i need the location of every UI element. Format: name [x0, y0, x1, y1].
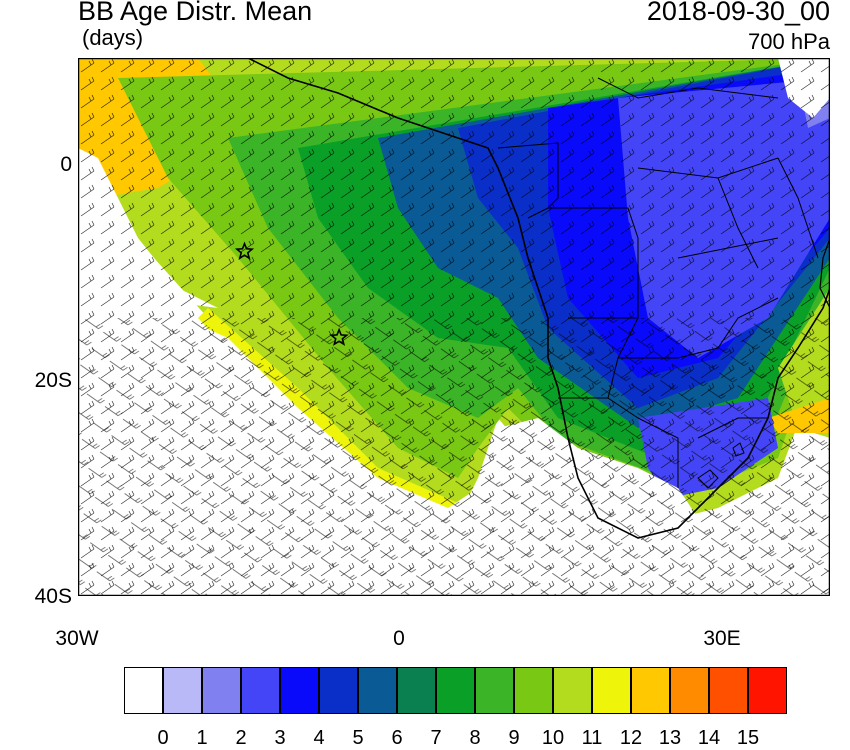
colorbar-swatch — [592, 667, 631, 714]
colorbar-swatch — [397, 667, 436, 714]
colorbar-label: 0 — [157, 727, 169, 749]
colorbar-label: 7 — [430, 727, 442, 749]
colorbar-swatch — [475, 667, 514, 714]
units-label: (days) — [82, 25, 144, 50]
colorbar-swatch — [709, 667, 748, 714]
colorbar-label: 11 — [581, 727, 603, 749]
colorbar-swatch — [514, 667, 553, 714]
colorbar-swatch — [631, 667, 670, 714]
colorbar-label: 12 — [619, 727, 643, 749]
colorbar-label: 15 — [736, 727, 760, 749]
country-borders — [497, 77, 819, 488]
swaziland — [732, 442, 745, 457]
colorbar-swatch — [241, 667, 280, 714]
lon-label-0: 0 — [393, 627, 405, 650]
colorbar-label: 1 — [196, 727, 208, 749]
colorbar-swatch — [436, 667, 475, 714]
lesotho — [697, 469, 719, 489]
colorbar-label: 3 — [274, 727, 286, 749]
pressure-level-label: 700 hPa — [748, 29, 830, 54]
madagascar — [819, 237, 830, 309]
markers-layer — [234, 241, 349, 346]
colorbar-swatch — [319, 667, 358, 714]
colorbar-swatch — [670, 667, 709, 714]
colorbar-swatch — [202, 667, 241, 714]
lat-label-20s: 20S — [34, 369, 72, 392]
star-marker-south — [329, 327, 349, 346]
datetime-label: 2018-09-30_00 — [646, 0, 830, 26]
star-marker-north — [234, 241, 255, 260]
colorbar-label: 8 — [469, 727, 481, 749]
colorbar-label: 6 — [391, 727, 403, 749]
lon-label-30w: 30W — [55, 627, 99, 650]
wind-barbs-south-layer — [78, 318, 830, 596]
colorbar-label: 10 — [541, 727, 565, 749]
colorbar-swatch — [163, 667, 202, 714]
colorbar-label: 5 — [352, 727, 364, 749]
colorbar-swatch — [748, 667, 787, 714]
age-distribution-map — [78, 58, 830, 596]
colorbar-swatch — [553, 667, 592, 714]
colorbar-swatch — [124, 667, 163, 714]
colorbar-label: 13 — [658, 727, 682, 749]
colorbar-label: 14 — [697, 727, 721, 749]
map-title: BB Age Distr. Mean — [78, 0, 313, 26]
colorbar-swatch — [358, 667, 397, 714]
colorbar-label: 4 — [313, 727, 325, 749]
lat-label-0: 0 — [60, 153, 72, 176]
colorbar-swatch — [280, 667, 319, 714]
lon-label-30e: 30E — [703, 627, 741, 650]
colorbar-label: 9 — [508, 727, 520, 749]
colorbar-label: 2 — [235, 727, 247, 749]
lat-label-40s: 40S — [34, 585, 72, 608]
